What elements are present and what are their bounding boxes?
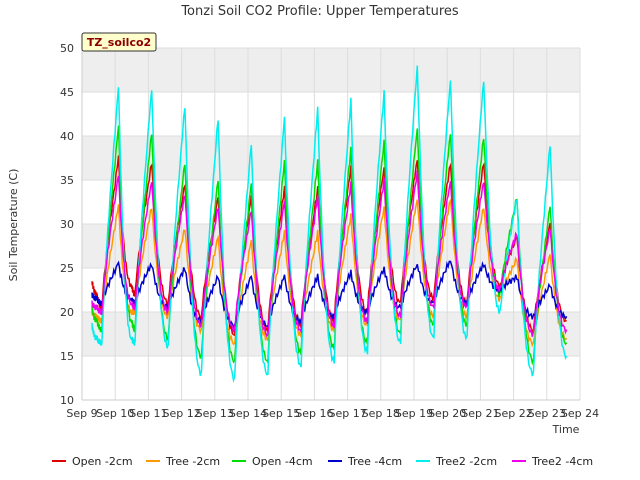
y-tick-label: 45 <box>60 86 74 99</box>
y-tick-label: 10 <box>60 394 74 407</box>
badge-label: TZ_soilco2 <box>87 36 151 49</box>
chart-title: Tonzi Soil CO2 Profile: Upper Temperatur… <box>180 4 459 19</box>
legend-label: Open -4cm <box>252 455 313 468</box>
band <box>82 136 580 180</box>
badge: TZ_soilco2 <box>81 32 157 52</box>
x-tick-label: Sep 9 <box>66 407 97 420</box>
legend-item-2: Tree -2cm <box>146 455 220 468</box>
badge-box <box>81 32 157 52</box>
legend-label: Tree2 -4cm <box>531 455 593 468</box>
y-tick-label: 25 <box>60 262 74 275</box>
y-tick-label: 40 <box>60 130 74 143</box>
x-tick-label: Sep 13 <box>196 407 234 420</box>
legend-label: Tree2 -2cm <box>435 455 497 468</box>
x-tick-label: Sep 10 <box>96 407 134 420</box>
y-tick-label: 15 <box>60 350 74 363</box>
x-tick-label: Sep 14 <box>229 407 267 420</box>
x-tick-label: Sep 16 <box>295 407 333 420</box>
x-tick-label: Sep 17 <box>328 407 366 420</box>
x-tick-label: Sep 19 <box>395 407 433 420</box>
legend-label: Tree -2cm <box>165 455 220 468</box>
band <box>82 48 580 92</box>
x-tick-label: Sep 21 <box>461 407 499 420</box>
y-tick-label: 20 <box>60 306 74 319</box>
y-tick-label: 30 <box>60 218 74 231</box>
series-layer <box>91 65 568 384</box>
x-tick-label: Sep 24 <box>561 407 599 420</box>
y-axis-label: Soil Temperature (C) <box>7 169 20 282</box>
x-tick-label: Sep 15 <box>262 407 300 420</box>
x-axis-label: Time <box>552 423 580 436</box>
legend: Open -2cm Tree -2cm Open -4cm Tree -4cm Tree… <box>52 455 593 468</box>
x-tick-label: Sep 12 <box>162 407 200 420</box>
legend-label: Open -2cm <box>72 455 133 468</box>
x-tick-label: Sep 20 <box>428 407 466 420</box>
x-tick-label: Sep 23 <box>528 407 566 420</box>
x-tick-label: Sep 11 <box>129 407 167 420</box>
legend-item-6: Tree2 -4cm <box>512 455 593 468</box>
x-tick-label: Sep 22 <box>494 407 532 420</box>
series-line-6 <box>91 170 568 338</box>
legend-item-5: Tree2 -2cm <box>416 455 497 468</box>
legend-item-1: Open -2cm <box>52 455 133 468</box>
legend-item-3: Open -4cm <box>232 455 313 468</box>
legend-label: Tree -4cm <box>347 455 402 468</box>
legend-item-4: Tree -4cm <box>328 455 402 468</box>
y-tick-label: 50 <box>60 42 74 55</box>
x-tick-label: Sep 18 <box>362 407 400 420</box>
band <box>82 224 580 268</box>
y-tick-label: 35 <box>60 174 74 187</box>
y-axis: 10 15 20 25 30 35 40 45 50 <box>60 42 74 407</box>
